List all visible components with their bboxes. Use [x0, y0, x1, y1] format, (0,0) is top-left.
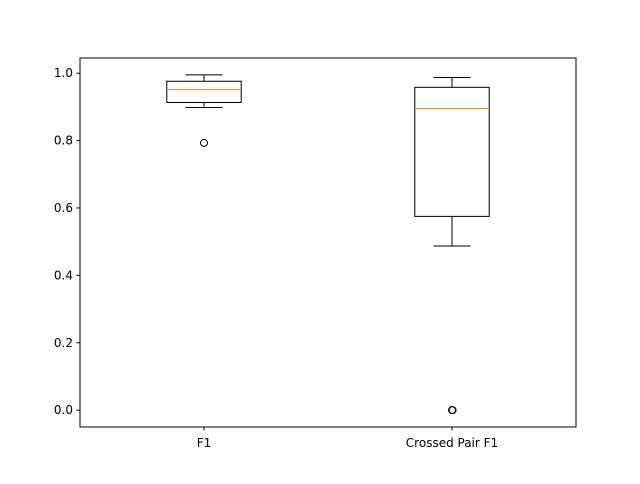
iqr-box: [166, 80, 242, 103]
x-tick-label-f1: F1: [197, 436, 212, 450]
y-tick-label: 0.8: [54, 134, 73, 148]
plot-frame: [79, 57, 577, 428]
box-group-f1: [166, 74, 242, 147]
box-group-crossed-pair-f1: [414, 77, 490, 415]
iqr-box: [414, 86, 490, 217]
x-tick-label-crossed-pair-f1: Crossed Pair F1: [406, 436, 498, 450]
outlier-point: [200, 138, 208, 147]
y-tick-label: 0.0: [54, 403, 73, 417]
y-tick-label: 0.6: [54, 201, 73, 215]
y-tick-label: 0.2: [54, 336, 73, 350]
outlier-point: [448, 406, 457, 415]
axes-layer: [79, 57, 577, 428]
y-tick-label: 0.4: [54, 268, 73, 282]
ticks-layer: 0.0 0.2 0.4 0.6 0.8 1.0 F1 Crossed Pair F1: [54, 66, 498, 450]
y-tick-label: 1.0: [54, 66, 73, 80]
marks-layer: [166, 74, 490, 415]
